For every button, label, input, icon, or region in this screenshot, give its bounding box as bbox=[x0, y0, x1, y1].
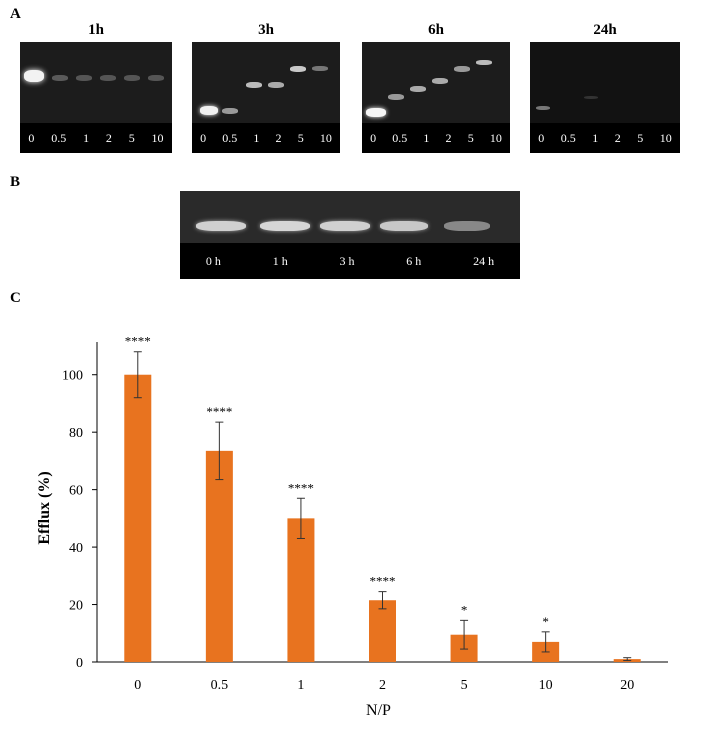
lane-label: 0 bbox=[538, 130, 545, 145]
lane-label: 2 bbox=[614, 130, 621, 145]
gel-image-1h: 0 0.5 1 2 5 10 bbox=[20, 42, 172, 153]
gel-image-b: 0 h 1 h 3 h 6 h 24 h bbox=[180, 191, 520, 279]
panel-label-c: C bbox=[10, 290, 21, 306]
lane-label: 5 bbox=[128, 130, 135, 145]
lane-label: 2 bbox=[105, 130, 112, 145]
lane-label: 10 bbox=[319, 130, 332, 145]
y-tick-label: 40 bbox=[69, 541, 83, 556]
efflux-bar-chart: 0 20 40 60 80 100 Efflux (%) **** 0 **** 0.5 **** 1 *… bbox=[36, 334, 668, 719]
x-tick-label: 1 bbox=[297, 678, 304, 693]
significance-label: **** bbox=[125, 334, 151, 349]
x-tick-label: 2 bbox=[379, 678, 386, 693]
gel-title-3h: 3h bbox=[258, 22, 274, 38]
significance-label: * bbox=[542, 614, 549, 629]
lane-label: 0 h bbox=[205, 253, 221, 268]
lane-label: 6 h bbox=[406, 253, 422, 268]
lane-label: 2 bbox=[275, 130, 282, 145]
y-axis-title: Efflux (%) bbox=[36, 471, 53, 544]
lane-labels-24h: 0 0.5 1 2 5 10 bbox=[530, 123, 680, 153]
y-tick-label: 100 bbox=[62, 369, 83, 384]
lane-label: 10 bbox=[659, 130, 672, 145]
gel-image-24h: 0 0.5 1 2 5 10 bbox=[530, 42, 680, 153]
significance-label: **** bbox=[370, 574, 396, 589]
y-tick-label: 80 bbox=[69, 426, 83, 441]
x-tick-label: 5 bbox=[461, 678, 468, 693]
lane-label: 0 bbox=[370, 130, 377, 145]
lane-labels-3h: 0 0.5 1 2 5 10 bbox=[192, 123, 340, 153]
gel-image-3h: 0 0.5 1 2 5 10 bbox=[192, 42, 340, 153]
gel-title-1h: 1h bbox=[88, 22, 104, 38]
lane-label: 0.5 bbox=[560, 130, 576, 145]
bar bbox=[124, 374, 152, 662]
lane-label: 1 bbox=[253, 130, 260, 145]
lane-labels-b: 0 h 1 h 3 h 6 h 24 h bbox=[180, 243, 520, 279]
significance-label: **** bbox=[206, 404, 232, 419]
bar bbox=[287, 518, 315, 662]
lane-label: 2 bbox=[445, 130, 452, 145]
lane-labels-6h: 0 0.5 1 2 5 10 bbox=[362, 123, 510, 153]
lane-label: 0 bbox=[28, 130, 35, 145]
bar bbox=[205, 450, 233, 662]
lane-label: 5 bbox=[637, 130, 644, 145]
panel-label-a: A bbox=[10, 6, 21, 22]
significance-label: * bbox=[461, 602, 468, 617]
lane-label: 1 bbox=[83, 130, 90, 145]
lane-label: 0.5 bbox=[51, 130, 67, 145]
lane-label: 5 bbox=[297, 130, 304, 145]
lane-label: 10 bbox=[489, 130, 502, 145]
gel-title-6h: 6h bbox=[428, 22, 444, 38]
lane-label: 5 bbox=[467, 130, 474, 145]
y-tick-label: 20 bbox=[69, 599, 83, 614]
lane-label: 0 bbox=[200, 130, 207, 145]
lane-labels-1h: 0 0.5 1 2 5 10 bbox=[20, 123, 172, 153]
significance-label: **** bbox=[288, 480, 314, 495]
gel-image-6h: 0 0.5 1 2 5 10 bbox=[362, 42, 510, 153]
panel-label-b: B bbox=[10, 174, 21, 190]
lane-label: 1 bbox=[592, 130, 599, 145]
lane-label: 1 h bbox=[272, 253, 288, 268]
lane-label: 1 bbox=[423, 130, 430, 145]
bar bbox=[369, 600, 396, 662]
x-axis-title: N/P bbox=[366, 702, 391, 719]
lane-label: 10 bbox=[151, 130, 164, 145]
gel-title-24h: 24h bbox=[593, 22, 617, 38]
y-tick-label: 60 bbox=[69, 484, 83, 499]
x-tick-label: 20 bbox=[620, 678, 634, 693]
lane-label: 0.5 bbox=[392, 130, 408, 145]
lane-label: 3 h bbox=[339, 253, 355, 268]
lane-label: 0.5 bbox=[222, 130, 238, 145]
x-tick-label: 0 bbox=[134, 678, 141, 693]
y-tick-label: 0 bbox=[76, 656, 83, 671]
x-tick-label: 10 bbox=[539, 678, 553, 693]
lane-label: 24 h bbox=[473, 253, 495, 268]
x-tick-label: 0.5 bbox=[211, 678, 229, 693]
